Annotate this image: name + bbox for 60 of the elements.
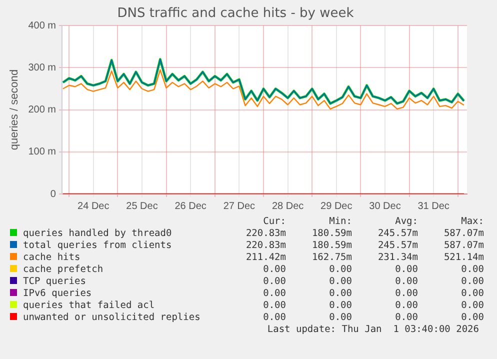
text: 0.00 — [328, 312, 352, 324]
x-tick-label: 28 Dec — [272, 200, 304, 212]
x-tick-label: 29 Dec — [320, 200, 352, 212]
x-tick-label: 27 Dec — [223, 200, 256, 212]
legend-label: TCP queries — [22, 276, 87, 288]
text: 220.83m — [244, 228, 286, 240]
y-tick-label: 400 m — [28, 20, 56, 32]
text: 521.14m — [442, 252, 484, 264]
text: 0.00 — [262, 300, 286, 312]
text: 587.07m — [442, 240, 484, 252]
x-tick-label: 26 Dec — [174, 200, 206, 212]
text: Last update: Thu Jan 1 03:40:00 2026 — [267, 324, 479, 335]
text: 220.83m — [244, 240, 286, 252]
text: Cur: — [262, 216, 286, 228]
text: 0.00 — [328, 300, 352, 312]
text: 0.00 — [460, 264, 484, 276]
x-tick-label: 31 Dec — [418, 200, 450, 212]
text: 0.00 — [394, 276, 418, 288]
text: 0.00 — [394, 288, 418, 300]
text: Avg: — [394, 216, 418, 228]
legend-label: cache prefetch — [22, 264, 104, 276]
legend-label: IPv6 queries — [22, 288, 93, 300]
y-tick-label: 300 m — [28, 62, 56, 74]
text: 245.57m — [376, 228, 418, 240]
text: 0.00 — [262, 276, 286, 288]
text: 0.00 — [328, 288, 352, 300]
text: 180.59m — [310, 240, 352, 252]
text: Max: — [460, 216, 484, 228]
legend-label: cache hits — [22, 252, 82, 264]
x-tick-label: 25 Dec — [126, 200, 158, 212]
text: 0.00 — [460, 312, 484, 324]
x-tick-label: 24 Dec — [78, 200, 110, 212]
y-axis-title: queries / second — [8, 69, 21, 150]
chart-title: DNS traffic and cache hits - by week — [117, 6, 354, 22]
text: 0.00 — [460, 276, 484, 288]
legend-label: unwanted or unsolicited replies — [22, 312, 202, 324]
legend-label: queries handled by thread0 — [22, 228, 173, 240]
text: 0.00 — [394, 300, 418, 312]
legend-label: queries that failed acl — [22, 300, 156, 312]
text: 0.00 — [262, 312, 286, 324]
y-tick-label: 0 — [50, 188, 56, 200]
text: 0.00 — [394, 264, 418, 276]
text: 211.42m — [244, 252, 286, 264]
text: 0.00 — [460, 300, 484, 312]
text: 162.75m — [310, 252, 352, 264]
text: 231.34m — [376, 252, 418, 264]
legend-label: total queries from clients — [22, 240, 173, 252]
text: 0.00 — [328, 276, 352, 288]
text: 0.00 — [328, 264, 352, 276]
text: 0.00 — [262, 264, 286, 276]
y-tick-label: 200 m — [28, 104, 56, 116]
x-tick-label: 30 Dec — [369, 200, 401, 212]
text: 0.00 — [460, 288, 484, 300]
text: 245.57m — [376, 240, 418, 252]
text: 587.07m — [442, 228, 484, 240]
text: Min: — [328, 216, 352, 228]
text: 0.00 — [394, 312, 418, 324]
text: 0.00 — [262, 288, 286, 300]
y-tick-label: 100 m — [28, 146, 56, 158]
text: 180.59m — [310, 228, 352, 240]
